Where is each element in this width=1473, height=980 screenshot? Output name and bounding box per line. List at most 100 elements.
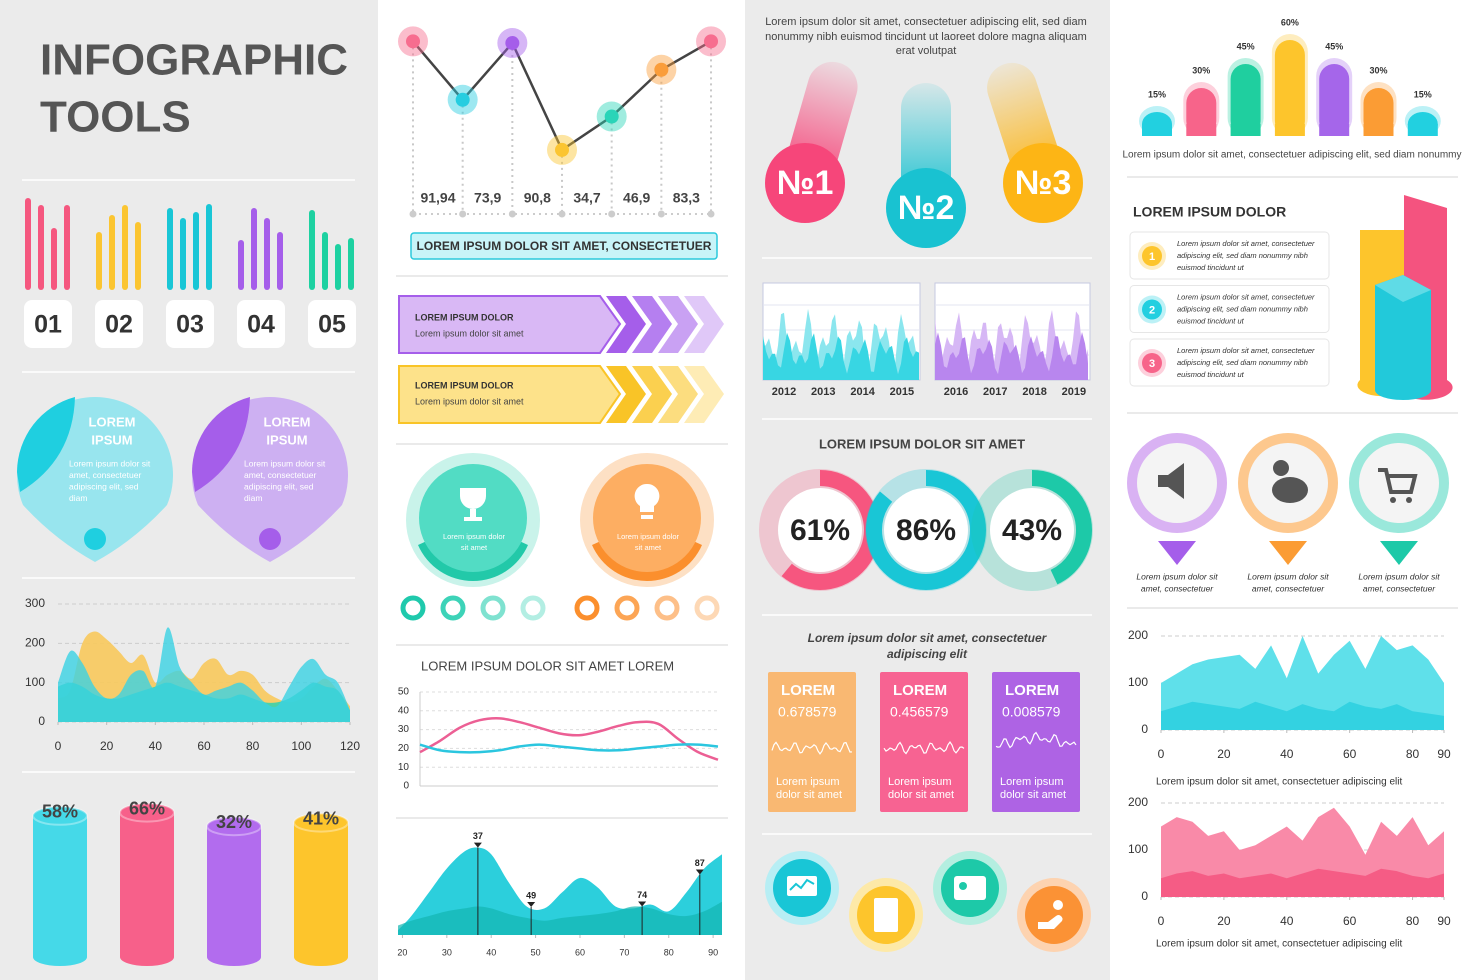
bar	[1274, 40, 1305, 136]
pin-caption: Lorem ipsum dolor sit	[1358, 571, 1440, 581]
step-label: 01	[34, 311, 62, 339]
mini-bar	[122, 205, 128, 290]
x-tick-label: 70	[619, 947, 629, 957]
rank-label: №2	[898, 189, 955, 227]
bar-foot	[1363, 124, 1394, 136]
value-label: 32%	[216, 812, 252, 832]
list-number: 1	[1149, 251, 1155, 263]
x-tick-label: 50	[531, 947, 541, 957]
mini-bar	[348, 238, 354, 290]
cylinder-top	[206, 816, 262, 837]
pin-caption: amet, consectetuer	[1141, 583, 1214, 593]
pin-title: LOREM	[89, 414, 136, 429]
y-tick-label: 200	[1128, 795, 1148, 809]
pin-text: adipiscing elit, sed	[244, 481, 314, 491]
list-title: LOREM IPSUM DOLOR	[1133, 204, 1286, 220]
bar-foot	[1142, 124, 1172, 136]
step-label: 03	[176, 311, 204, 339]
list-text: euismod tincidunt ut	[1177, 316, 1245, 325]
bar-label: 30%	[1192, 65, 1210, 75]
donut-label: 86%	[896, 514, 956, 547]
bar-label: 60%	[1281, 17, 1299, 27]
value-label: 58%	[42, 802, 78, 822]
card-title: LOREM	[893, 682, 947, 699]
base-dot	[558, 210, 566, 218]
y-tick-label: 300	[25, 596, 45, 610]
marker-head	[473, 842, 482, 848]
chevron	[632, 366, 672, 423]
rank-label: №3	[1015, 164, 1072, 202]
chevron	[658, 366, 698, 423]
cart-wheel	[1406, 497, 1412, 503]
icon-circles	[765, 851, 1091, 952]
donut-arc	[972, 470, 1092, 590]
mini-bar	[180, 218, 186, 290]
pin-title: IPSUM	[91, 432, 132, 447]
arrow-band	[398, 295, 622, 354]
pin-text: Lorem ipsum dolor sit	[244, 458, 326, 468]
chart-title: LOREM IPSUM DOLOR SIT AMET LOREM	[421, 658, 674, 673]
cylinder	[207, 826, 261, 966]
y-tick-label: 100	[25, 675, 45, 689]
badge-text: sit amet	[635, 543, 662, 552]
card-value: 0.456579	[890, 704, 949, 720]
badge	[580, 453, 714, 587]
point	[654, 62, 669, 77]
mini-bar	[277, 232, 283, 290]
marker-head	[638, 901, 647, 907]
x-tick-label: 40	[149, 739, 163, 753]
cards-heading: adipiscing elit	[887, 647, 968, 661]
pin-pointer	[1158, 541, 1196, 565]
arrow-title: LOREM IPSUM DOLOR	[415, 312, 514, 322]
card-text: Lorem ipsum	[888, 776, 952, 788]
point	[604, 109, 619, 124]
area	[1161, 636, 1444, 730]
list-number: 3	[1149, 358, 1155, 370]
arrow-band	[398, 365, 622, 424]
readout: 83,3	[673, 190, 700, 206]
cards-heading: Lorem ipsum dolor sit amet, consectetuer	[808, 631, 1048, 645]
y-tick-label: 10	[398, 762, 410, 773]
list-text: euismod tincidunt ut	[1177, 263, 1245, 272]
marker-label: 74	[637, 890, 647, 900]
year-label: 2014	[850, 386, 875, 398]
card-text: Lorem ipsum	[1000, 776, 1064, 788]
x-tick-label: 60	[575, 947, 585, 957]
pin-caption: amet, consectetuer	[1363, 583, 1436, 593]
x-tick-label: 20	[1217, 914, 1231, 928]
card	[880, 672, 968, 812]
banner-box	[410, 232, 718, 260]
list-card	[1129, 285, 1330, 333]
list-badge	[1142, 353, 1162, 373]
coin-icon	[1053, 900, 1063, 910]
list-text: Lorem ipsum dolor sit amet, consectetuer	[1177, 292, 1315, 301]
readout: 34,7	[573, 190, 600, 206]
pin-pointer	[1269, 541, 1307, 565]
mini-bar	[335, 244, 341, 290]
mini-bar	[251, 208, 257, 290]
base-dot	[459, 210, 467, 218]
x-tick-label: 0	[55, 739, 62, 753]
donut-title: LOREM IPSUM DOLOR SIT AMET	[819, 436, 1025, 451]
rank-circle	[765, 143, 845, 223]
chevron	[684, 366, 724, 423]
card-text: dolor sit amet	[776, 789, 842, 801]
card-value: 0.678579	[778, 704, 837, 720]
chevron	[632, 296, 672, 353]
point	[505, 36, 520, 51]
y-tick-label: 20	[398, 743, 410, 754]
pin-cap	[192, 397, 250, 492]
chevrons	[606, 296, 724, 423]
mini-bar	[167, 208, 173, 290]
mini-bar	[322, 232, 328, 290]
area	[58, 627, 350, 722]
bar-label: 15%	[1148, 89, 1166, 99]
intro-text: nonummy nibh euismod tincidunt ut laoree…	[765, 31, 1087, 43]
x-tick-label: 20	[100, 739, 114, 753]
mini-bar	[64, 205, 70, 290]
badge-text: Lorem ipsum dolor	[617, 532, 680, 541]
x-tick-label: 90	[1437, 747, 1451, 761]
card-value: 0.008579	[1002, 704, 1061, 720]
monitor-line	[789, 878, 815, 891]
